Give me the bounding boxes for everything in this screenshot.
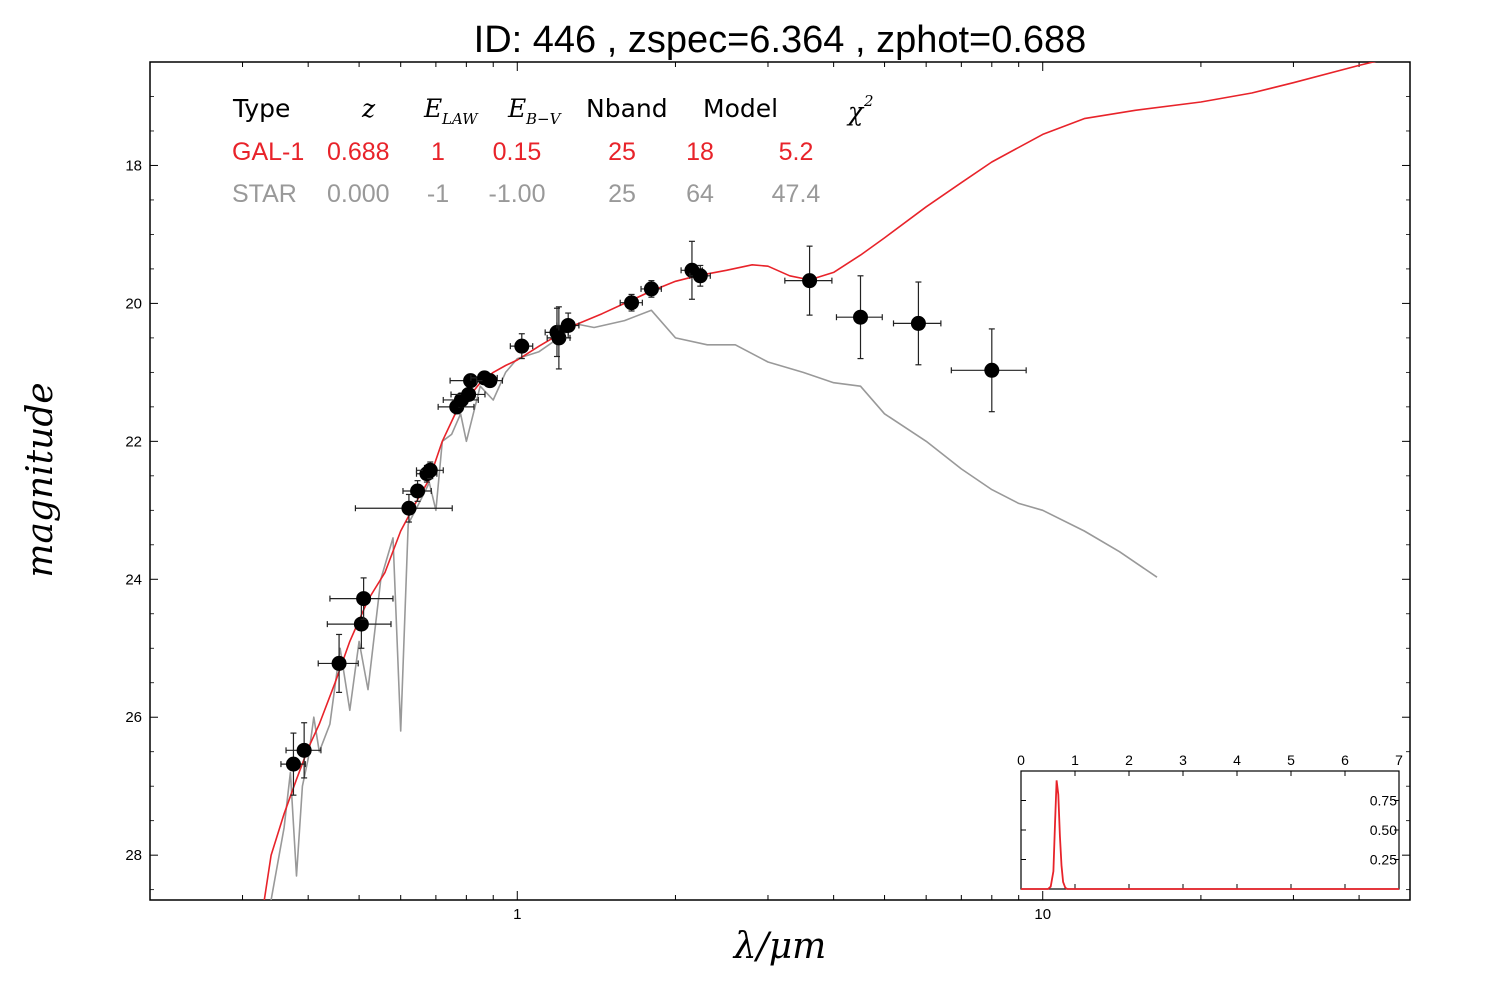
photometry-point <box>619 293 643 312</box>
photometry-point <box>640 280 662 298</box>
inset-x-tick-label: 3 <box>1179 752 1187 768</box>
photometry-point <box>476 373 504 389</box>
table-cell: 1 <box>431 138 445 166</box>
inset-frame <box>1020 770 1400 890</box>
plot-frame <box>149 61 1411 901</box>
photometry-point <box>285 722 322 779</box>
photometry-point <box>689 264 711 287</box>
photometry-point <box>835 275 883 360</box>
photometry-point <box>280 732 306 796</box>
photometry-point <box>450 386 486 402</box>
photometry-point <box>892 281 942 366</box>
x-tick-label: 1 <box>513 906 521 923</box>
header-type: Type <box>232 94 290 123</box>
redshift-pdf-inset: 0 1 2 3 4 5 6 7 0.25 0.50 0.75 <box>1017 752 1403 890</box>
x-tick-label: 10 <box>1034 906 1051 923</box>
y-tick-label: 28 <box>125 847 142 864</box>
svg-text:2: 2 <box>863 92 874 110</box>
table-cell: 18 <box>686 138 714 166</box>
svg-text:LAW: LAW <box>441 110 479 128</box>
inset-x-tick-label: 2 <box>1125 752 1133 768</box>
inset-y-tick-label: 0.25 <box>1370 852 1397 868</box>
fit-table: Type z E LAW E B−V Nband Model χ 2 GAL-1… <box>232 92 874 208</box>
inset-y-tick-label: 0.50 <box>1370 822 1397 838</box>
svg-text:E: E <box>423 94 442 123</box>
inset-x-tick-label: 0 <box>1017 752 1025 768</box>
photometry-point <box>784 245 833 316</box>
chart-title: ID: 446 , zspec=6.364 , zphot=0.688 <box>474 19 1087 61</box>
table-cell: GAL-1 <box>232 138 304 166</box>
inset-x-tick-label: 1 <box>1071 752 1079 768</box>
table-cell: -1.00 <box>489 180 546 208</box>
inset-x-tick-label: 5 <box>1287 752 1295 768</box>
photometry-point <box>509 333 534 360</box>
inset-x-tick-label: 6 <box>1341 752 1349 768</box>
x-axis: 1 10 <box>149 62 1411 923</box>
y-tick-label: 22 <box>125 433 142 450</box>
photometry-point <box>317 633 359 693</box>
header-chi2: χ 2 <box>846 92 874 126</box>
y-tick-label: 18 <box>125 157 142 174</box>
header-elaw: E LAW <box>423 94 479 128</box>
photometry-point <box>415 461 444 480</box>
header-nband: Nband <box>586 94 668 123</box>
header-model: Model <box>703 94 778 123</box>
inset-y-tick-label: 0.75 <box>1370 793 1397 809</box>
table-cell: 0.000 <box>327 180 390 208</box>
x-axis-label: λ/μm <box>732 926 826 967</box>
inset-x-tick-label: 7 <box>1395 752 1403 768</box>
table-row-gal-1: GAL-1 0.688 1 0.15 25 18 5.2 <box>232 138 813 166</box>
table-cell: 25 <box>608 138 636 166</box>
photometry-point <box>329 577 394 620</box>
svg-text:B−V: B−V <box>525 110 563 128</box>
photometry-point <box>950 328 1027 413</box>
photometry-points <box>280 240 1027 796</box>
svg-text:χ: χ <box>846 97 865 126</box>
inset-x-tick-label: 4 <box>1233 752 1241 768</box>
series-star-line <box>270 309 1158 900</box>
table-cell: 0.15 <box>493 138 542 166</box>
y-tick-label: 26 <box>125 709 142 726</box>
table-cell: 47.4 <box>772 180 821 208</box>
table-cell: -1 <box>427 180 449 208</box>
table-cell: STAR <box>232 180 297 208</box>
y-tick-label: 20 <box>125 295 142 312</box>
inset-pdf-line <box>1021 780 1399 890</box>
header-ebv: E B−V <box>507 94 563 128</box>
y-axis-label: magnitude <box>20 382 61 577</box>
table-cell: 25 <box>608 180 636 208</box>
table-row-star: STAR 0.000 -1 -1.00 25 64 47.4 <box>232 180 820 208</box>
header-z: z <box>361 94 376 123</box>
y-tick-label: 24 <box>125 571 142 588</box>
table-cell: 64 <box>686 180 714 208</box>
svg-text:E: E <box>507 94 526 123</box>
photometry-point <box>546 306 571 370</box>
photometry-point <box>556 312 580 339</box>
table-cell: 0.688 <box>327 138 390 166</box>
table-cell: 5.2 <box>779 138 814 166</box>
photometry-point <box>402 480 432 502</box>
